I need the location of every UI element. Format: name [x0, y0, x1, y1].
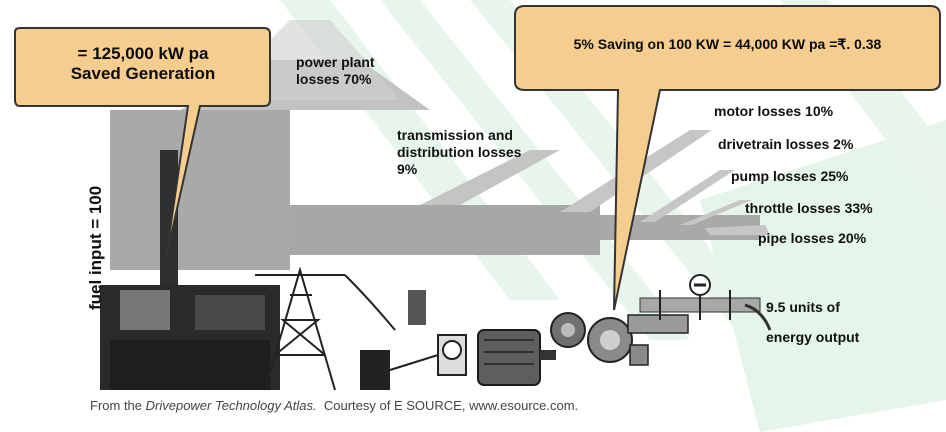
left-callout: [14, 27, 271, 259]
drivetrain-losses-label: drivetrain losses 2%: [718, 136, 854, 152]
left-callout-text: = 125,000 kW pa Saved Generation: [18, 44, 268, 84]
throttle-valve-icon: [639, 274, 761, 320]
transmission-losses-line3: 9%: [397, 161, 418, 177]
transmission-losses-line2: distribution losses: [397, 144, 522, 160]
power-plant-icon: [100, 150, 280, 390]
drivetrain-icon: [550, 312, 586, 348]
source-caption: From the Drivepower Technology Atlas. Co…: [90, 398, 578, 413]
pipe-losses-label: pipe losses 20%: [758, 230, 867, 246]
power-plant-losses-line1: power plant: [296, 54, 375, 70]
pump-icon: [587, 314, 689, 366]
caption-prefix: From the: [90, 398, 146, 413]
transmission-tower-icon: [255, 266, 396, 391]
energy-output-label: 9.5 units of energy output: [766, 292, 859, 352]
motor-losses-label: motor losses 10%: [714, 103, 834, 119]
right-callout-text: 5% Saving on 100 KW = 44,000 KW pa =₹. 0…: [573, 36, 882, 52]
transmission-losses-label: transmission and distribution losses 9%: [397, 127, 521, 178]
energy-output-line1: 9.5 units of: [766, 299, 840, 315]
flow-bands: [110, 20, 770, 270]
caption-source-title: Drivepower Technology Atlas.: [145, 398, 317, 413]
transmission-losses-line1: transmission and: [397, 127, 513, 143]
saved-generation-value: = 125,000 kW pa: [77, 44, 209, 63]
power-plant-losses-line2: losses 70%: [296, 71, 372, 87]
energy-output-line2: energy output: [766, 329, 860, 345]
caption-suffix: Courtesy of E SOURCE, www.esource.com.: [316, 398, 579, 413]
right-callout: [514, 5, 941, 311]
pump-losses-label: pump losses 25%: [731, 168, 849, 184]
power-plant-losses-label: power plant losses 70%: [296, 54, 375, 88]
fuel-input-label: fuel input = 100: [86, 185, 105, 310]
pipe-outlet-icon: [744, 303, 772, 331]
electrical-meter-icon: [360, 290, 467, 390]
throttle-losses-label: throttle losses 33%: [745, 200, 873, 216]
motor-icon: [477, 329, 556, 386]
saved-generation-label: Saved Generation: [70, 64, 216, 83]
